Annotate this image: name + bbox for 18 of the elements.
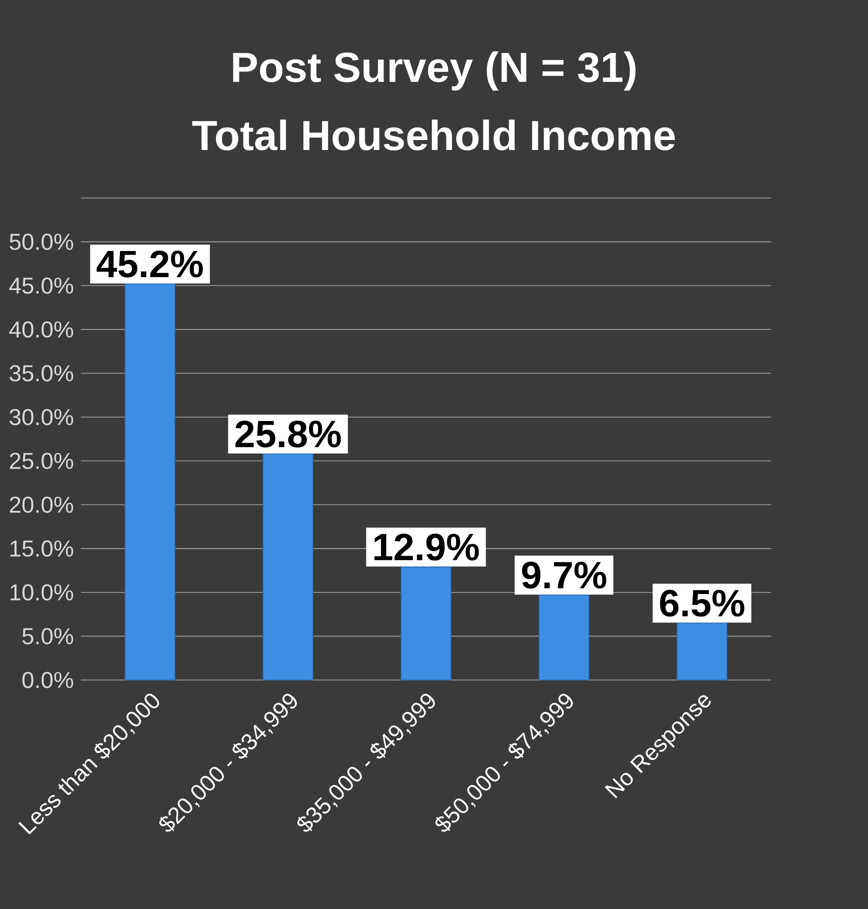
y-tick-label: 35.0% (10, 365, 74, 382)
y-tick-label: 15.0% (10, 540, 74, 557)
y-tick-label: 40.0% (9, 321, 74, 338)
y-tick-label: 45.0% (9, 277, 74, 294)
data-label: 9.7% (522, 562, 606, 589)
data-label: 25.8% (235, 420, 341, 448)
data-label: 45.2% (96, 250, 203, 278)
chart-subtitle: Total Household Income (192, 120, 675, 150)
y-tick-label: 20.0% (10, 496, 74, 513)
y-tick-label: 25.0% (10, 452, 74, 470)
y-tick-label: 0.0% (22, 672, 74, 688)
y-tick-label: 50.0% (10, 234, 74, 250)
data-label: 12.9% (374, 534, 479, 561)
y-tick-label: 30.0% (10, 408, 74, 426)
data-label: 6.5% (660, 590, 744, 617)
y-tick-label: 5.0% (22, 628, 74, 644)
y-tick-label: 10.0% (10, 584, 74, 600)
chart-title: Post Survey (N = 31) (233, 51, 636, 91)
